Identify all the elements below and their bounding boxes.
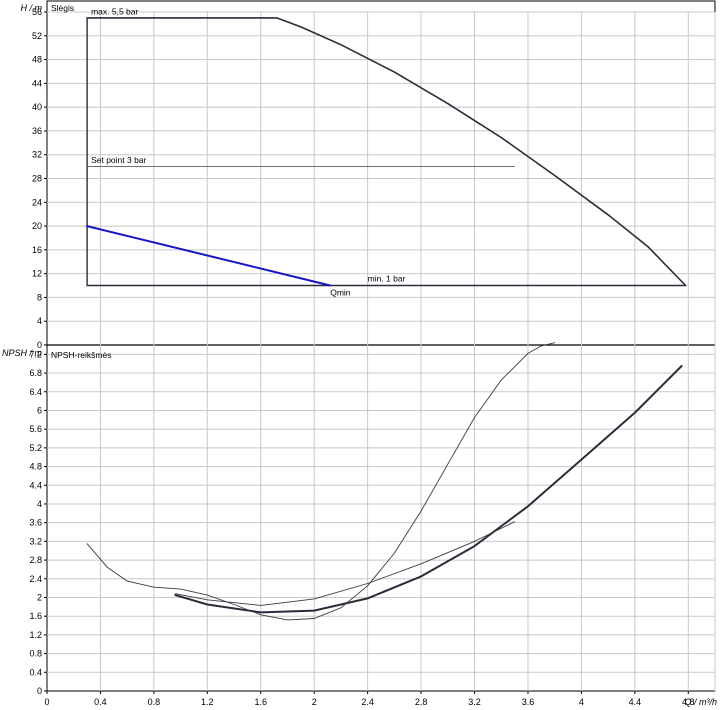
head-series [86, 17, 687, 287]
npsh-ytick-label: 3.6 [29, 518, 42, 528]
head-ytick-label: 28 [32, 174, 42, 184]
npsh-ytick-label: 6 [37, 405, 42, 415]
xtick-label: 4.8 [682, 697, 695, 707]
head-ytick-label: 32 [32, 150, 42, 160]
npsh-ytick-label: 7.2 [29, 349, 42, 359]
xtick-label: 4 [579, 697, 584, 707]
npsh-ytick-label: 1.2 [29, 630, 42, 640]
xtick-label: 1.2 [201, 697, 214, 707]
head-ytick-label: 36 [32, 126, 42, 136]
npsh-ytick-label: 0.8 [29, 649, 42, 659]
npsh-ytick-label: 2 [37, 592, 42, 602]
chart-labels: max. 5,5 bar Set point 3 bar min. 1 bar Qmi… [2, 3, 717, 707]
npsh-series-line-2 [86, 342, 556, 621]
head-ytick-label: 56 [32, 7, 42, 17]
npsh-ytick-label: 0.4 [29, 667, 42, 677]
head-annotation-4: Qmin [330, 288, 351, 298]
head-panel-title: Slėgis [51, 3, 74, 13]
npsh-ytick-label: 5.6 [29, 424, 42, 434]
npsh-ytick-label: 4 [37, 499, 42, 509]
head-ytick-label: 40 [32, 102, 42, 112]
npsh-series-line-3 [174, 521, 516, 606]
npsh-ytick-label: 4.4 [29, 480, 42, 490]
npsh-ytick-label: 6.4 [29, 387, 42, 397]
xtick-label: 3.2 [468, 697, 481, 707]
npsh-panel-title: NPSH-reikšmės [51, 350, 111, 360]
head-series-line-4 [86, 225, 332, 287]
xtick-label: 0 [44, 697, 49, 707]
xtick-label: 0.8 [148, 697, 161, 707]
xtick-label: 2.8 [415, 697, 428, 707]
tick-labels: 04812162024283236404448525600.40.81.21.6… [29, 7, 694, 707]
head-ytick-label: 24 [32, 197, 42, 207]
npsh-series-line-1 [174, 365, 683, 614]
head-ytick-label: 48 [32, 55, 42, 65]
head-ytick-label: 52 [32, 31, 42, 41]
npsh-ytick-label: 4.8 [29, 462, 42, 472]
npsh-grid [47, 345, 716, 691]
xtick-label: 3.6 [522, 697, 535, 707]
head-series-line-1 [86, 17, 687, 287]
head-annotation-3: min. 1 bar [368, 273, 406, 283]
chart-frame [46, 0, 716, 692]
npsh-series [86, 342, 683, 621]
npsh-ytick-label: 6.8 [29, 368, 42, 378]
head-ytick-label: 0 [37, 340, 42, 350]
head-ytick-label: 4 [37, 316, 42, 326]
head-ytick-label: 44 [32, 78, 42, 88]
npsh-axis-label: NPSH / m [2, 348, 43, 358]
head-series-line-2 [86, 17, 687, 287]
head-ytick-label: 12 [32, 269, 42, 279]
head-ytick-label: 16 [32, 245, 42, 255]
npsh-ytick-label: 3.2 [29, 536, 42, 546]
xtick-label: 0.4 [94, 697, 107, 707]
head-ytick-label: 8 [37, 292, 42, 302]
head-grid [47, 11, 716, 345]
npsh-ytick-label: 1.6 [29, 611, 42, 621]
head-axis-label: H / m [21, 3, 43, 13]
head-annotation-2: Set point 3 bar [91, 155, 146, 165]
xtick-label: 2 [312, 697, 317, 707]
npsh-ytick-label: 5.2 [29, 443, 42, 453]
plot-border [46, 0, 716, 692]
head-ytick-label: 20 [32, 221, 42, 231]
xtick-label: 2.4 [361, 697, 374, 707]
npsh-ytick-label: 0 [37, 686, 42, 696]
flow-axis-label: Q / m³/h [684, 697, 717, 707]
npsh-ytick-label: 2.8 [29, 555, 42, 565]
xtick-label: 4.4 [629, 697, 642, 707]
npsh-ytick-label: 2.4 [29, 574, 42, 584]
head-annotation-1: max. 5,5 bar [91, 6, 138, 16]
xtick-label: 1.6 [255, 697, 268, 707]
